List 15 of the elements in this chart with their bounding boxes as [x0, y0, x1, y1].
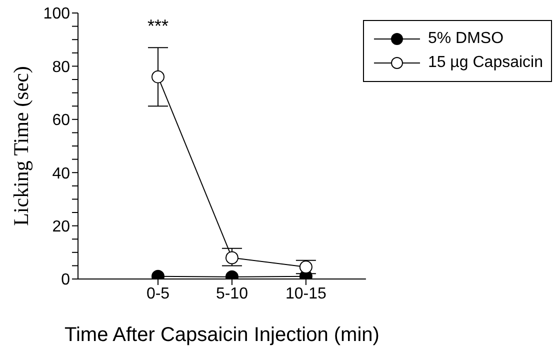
point — [152, 70, 164, 84]
x-tick-label: 10-15 — [285, 285, 326, 302]
y-tick-label: 100 — [43, 6, 70, 23]
legend-label: 15 µg Capsaicin — [428, 54, 543, 72]
x-tick-label: 5-10 — [216, 285, 248, 302]
y-tick-label: 0 — [61, 272, 70, 289]
x-tick-label: 0-5 — [146, 285, 170, 302]
annotation: *** — [147, 16, 169, 36]
y-tick-label: 40 — [52, 165, 70, 182]
legend-label: 5% DMSO — [428, 30, 504, 48]
x-axis-title: Time After Capsaicin Injection (min) — [64, 324, 380, 346]
y-tick-label: 80 — [52, 58, 70, 76]
y-tick-label: 60 — [52, 112, 70, 130]
y-axis-title: Licking Time (sec) — [9, 66, 33, 226]
y-tick-label: 20 — [52, 218, 70, 236]
